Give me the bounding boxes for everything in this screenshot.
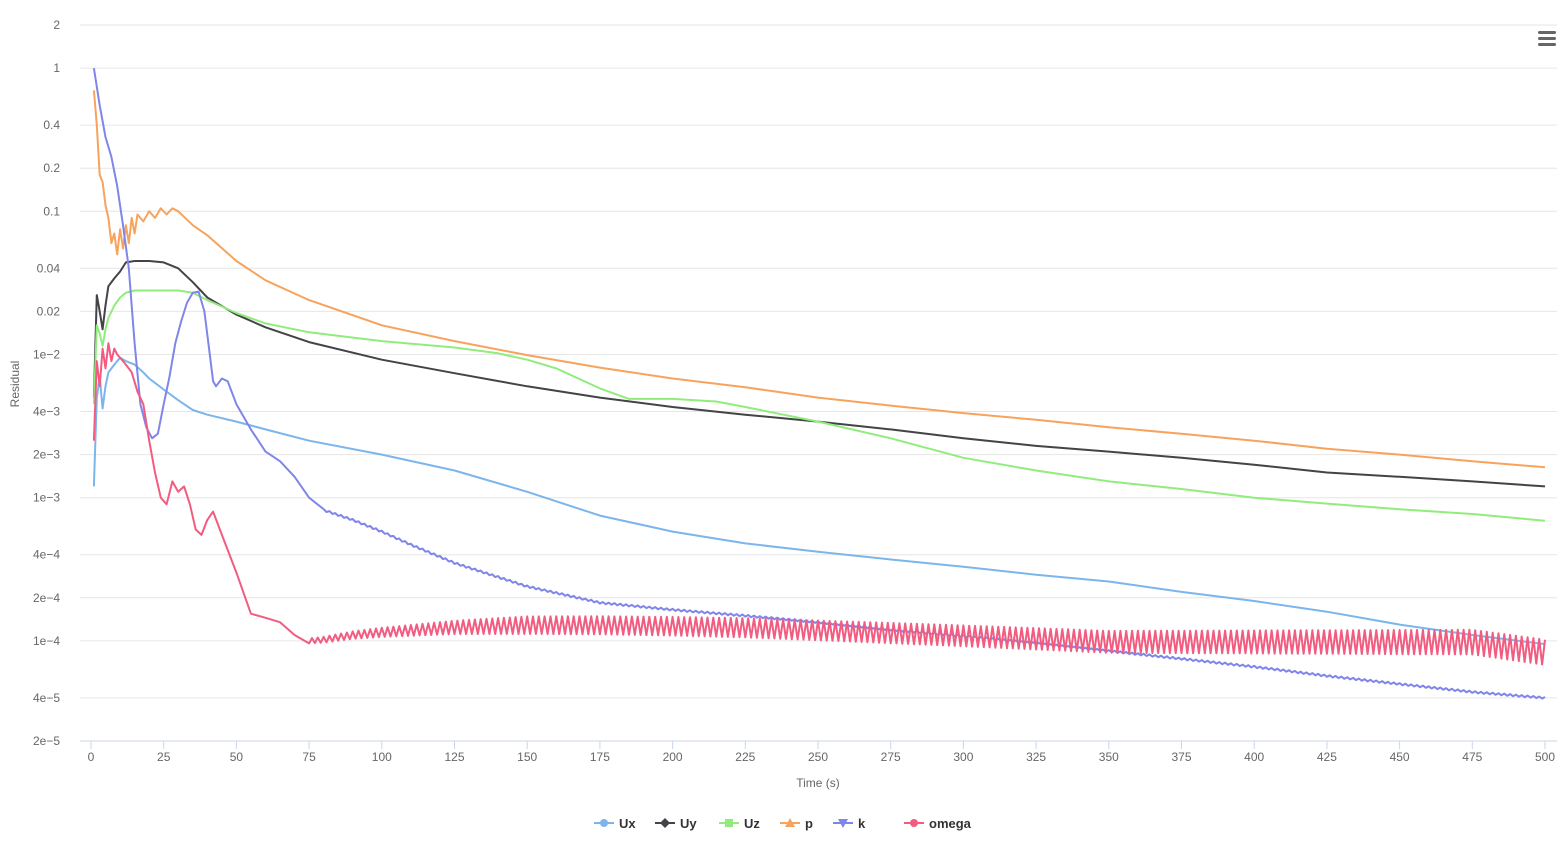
x-tick-label: 500 [1535,750,1555,764]
legend-item-Ux[interactable]: Ux [594,816,636,831]
y-tick-label: 4e−5 [33,691,60,705]
legend-label: p [805,816,813,831]
y-tick-label: 0.2 [43,161,60,175]
x-tick-label: 325 [1026,750,1046,764]
y-tick-label: 2e−4 [33,591,60,605]
legend-marker-circle [600,819,608,827]
y-tick-label: 1e−4 [33,634,60,648]
legend-item-Uy[interactable]: Uy [655,816,697,831]
series-line-k[interactable] [92,67,1546,700]
x-tick-label: 450 [1390,750,1410,764]
series-line-omega[interactable] [92,342,1546,666]
x-axis-title: Time (s) [796,776,840,790]
y-tick-label: 0.02 [37,304,61,318]
y-tick-label: 1e−2 [33,348,60,362]
y-tick-label: 4e−4 [33,548,60,562]
legend-item-omega[interactable]: omega [904,816,972,831]
x-tick-label: 125 [444,750,464,764]
x-tick-label: 75 [302,750,316,764]
series-line-Ux[interactable] [92,356,1546,646]
legend-item-p[interactable]: p [780,816,813,831]
y-axis-title: Residual [8,361,22,408]
x-tick-label: 475 [1462,750,1482,764]
y-tick-label: 0.04 [37,261,61,275]
legend-label: k [858,816,866,831]
x-tick-label: 250 [808,750,828,764]
x-tick-label: 375 [1171,750,1191,764]
legend-marker-triangle [785,818,795,827]
legend-label: Uy [680,816,697,831]
hamburger-menu-icon[interactable] [1534,27,1560,51]
legend-marker-circle [910,819,918,827]
x-tick-label: 150 [517,750,537,764]
legend-marker-diamond [660,818,670,828]
x-tick-label: 100 [372,750,392,764]
x-tick-label: 50 [230,750,244,764]
y-tick-label: 2e−5 [33,734,60,748]
y-tick-label: 4e−3 [33,404,60,418]
x-tick-label: 350 [1099,750,1119,764]
series-line-Uz[interactable] [92,289,1546,522]
y-tick-label: 0.4 [43,118,60,132]
legend-marker-square [725,819,733,827]
legend-item-Uz[interactable]: Uz [719,816,760,831]
x-tick-label: 175 [590,750,610,764]
y-tick-label: 0.1 [43,204,60,218]
series-line-p[interactable] [92,90,1546,469]
y-tick-label: 1 [53,61,60,75]
x-tick-label: 300 [953,750,973,764]
x-tick-label: 25 [157,750,171,764]
x-tick-label: 400 [1244,750,1264,764]
x-tick-label: 225 [735,750,755,764]
series-line-Uy[interactable] [92,260,1546,488]
y-tick-labels: 2 1 0.4 0.2 0.1 0.04 0.02 1e−2 4e−3 2e−3 1e−3 4e−4 2… [33,18,60,748]
y-tick-label: 2e−3 [33,448,60,462]
legend: Ux Uy Uz p k omega [594,816,972,831]
x-tick-label: 275 [881,750,901,764]
x-tick-label: 200 [663,750,683,764]
legend-label: omega [929,816,972,831]
y-tick-label: 2 [53,18,60,32]
x-tick-label: 0 [88,750,95,764]
legend-label: Ux [619,816,636,831]
legend-marker-triangle-down [838,819,848,828]
series-lines [92,67,1546,700]
legend-item-k[interactable]: k [833,816,866,831]
x-tick-labels: 0 25 50 75 100 125 150 175 200 225 250 275 300 325 350… [88,741,1555,764]
legend-label: Uz [744,816,760,831]
x-tick-label: 425 [1317,750,1337,764]
y-tick-label: 1e−3 [33,491,60,505]
